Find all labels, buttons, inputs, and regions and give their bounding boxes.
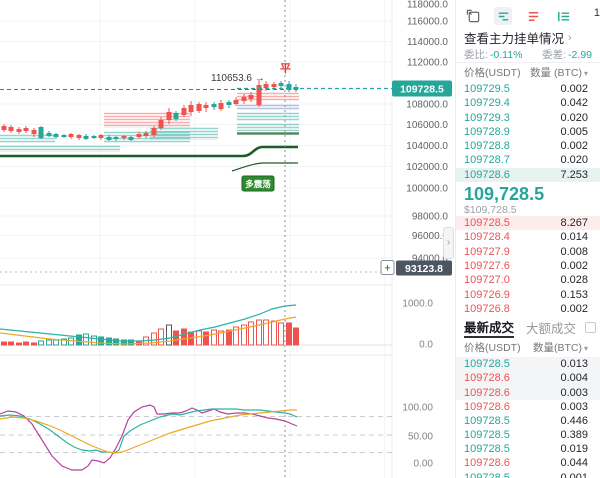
svg-text:108000.0: 108000.0 xyxy=(406,100,448,111)
last-price-block[interactable]: 109,728.5 $109,728.5 xyxy=(456,182,600,216)
weicha-label: 委差: xyxy=(542,49,567,61)
svg-text:102000.0: 102000.0 xyxy=(406,162,448,173)
add-order-plus-button[interactable] xyxy=(380,260,395,275)
bid-row[interactable]: 109727.0 0.028 xyxy=(464,274,588,287)
panel-collapse-handle[interactable]: › xyxy=(443,227,454,259)
svg-text:0.00: 0.00 xyxy=(414,459,434,470)
asks-list: 109729.5 0.002 109729.4 0.042 109729.3 0.020 1… xyxy=(456,82,600,183)
trend-line-thick xyxy=(0,145,298,158)
amount-column-header[interactable]: 数量 (BTC) ▾ xyxy=(530,67,588,79)
ask-row[interactable]: 109728.9 0.005 xyxy=(464,125,588,138)
main-orders-link-label: 查看主力挂单情况 xyxy=(464,32,565,46)
ask-row[interactable]: 109729.4 0.042 xyxy=(464,97,588,110)
trade-row[interactable]: 109728.6 0.003 xyxy=(464,400,588,413)
svg-text:112000.0: 112000.0 xyxy=(407,58,448,69)
trades-header: 价格(USDT) 数量(BTC) ▾ xyxy=(456,338,600,357)
kdj-pane xyxy=(0,404,392,471)
asks-only-icon[interactable] xyxy=(524,7,542,25)
close-position-marker: 平 xyxy=(280,62,291,75)
chevron-down-icon: ▾ xyxy=(583,69,588,78)
svg-text:100.00: 100.00 xyxy=(402,403,433,414)
orderbook-header: 价格(USDT) 数量 (BTC) ▾ xyxy=(456,63,600,82)
kline-chart-svg[interactable]: 118000.0 116000.0 114000.0 112000.0 108000.0… xyxy=(0,0,455,478)
tab-large-trades[interactable]: 大额成交 xyxy=(526,321,577,336)
tab-latest-trades[interactable]: 最新成交 xyxy=(464,316,515,339)
ask-row[interactable]: 109728.8 0.002 xyxy=(464,140,588,153)
page-indicator: 1 xyxy=(593,7,600,19)
trade-row[interactable]: 109728.6 0.003 xyxy=(456,385,600,400)
bids-list: 109728.5 8.267 109728.4 0.014 109727.9 0.008 1… xyxy=(456,216,600,316)
svg-text:93123.8: 93123.8 xyxy=(405,263,443,275)
bid-row[interactable]: 109727.9 0.008 xyxy=(464,245,588,258)
chevron-right-icon: › xyxy=(568,31,572,44)
ask-row[interactable]: 109729.5 0.002 xyxy=(464,83,588,95)
signal-badge: 多震荡 xyxy=(241,175,275,192)
ask-row[interactable]: 109728.6 7.253 xyxy=(456,167,600,183)
bid-row[interactable]: 109728.4 0.014 xyxy=(464,231,588,244)
svg-text:100000.0: 100000.0 xyxy=(406,184,448,195)
svg-text:109728.5: 109728.5 xyxy=(400,83,444,95)
bid-row[interactable]: 109727.6 0.002 xyxy=(464,259,588,272)
bid-row[interactable]: 109728.5 8.267 xyxy=(456,216,600,231)
svg-text:0.0: 0.0 xyxy=(419,340,433,351)
zone-bands xyxy=(0,92,299,152)
order-stats-row: 委比: -0.11% 委差: -2.99 xyxy=(456,47,600,63)
candles xyxy=(1,80,299,141)
high-price-label: 110653.6 → xyxy=(211,73,265,84)
kline-chart-area[interactable]: 118000.0 116000.0 114000.0 112000.0 108000.0… xyxy=(0,0,455,478)
trade-row[interactable]: 109728.5 0.389 xyxy=(464,429,588,442)
svg-text:118000.0: 118000.0 xyxy=(407,0,448,11)
svg-text:116000.0: 116000.0 xyxy=(407,17,448,28)
trade-row[interactable]: 109728.5 0.013 xyxy=(456,357,600,372)
trades-amount-header[interactable]: 数量(BTC) ▾ xyxy=(532,342,588,355)
trade-row[interactable]: 109728.5 0.001 xyxy=(464,471,588,478)
bids-only-icon[interactable] xyxy=(554,7,572,25)
weibi-value: -0.11% xyxy=(489,49,523,61)
svg-text:98000.0: 98000.0 xyxy=(412,212,449,223)
svg-text:多震荡: 多震荡 xyxy=(245,179,271,189)
main-orders-link[interactable]: 查看主力挂单情况 › xyxy=(456,28,600,47)
svg-text:106000.0: 106000.0 xyxy=(406,120,448,131)
svg-text:+: + xyxy=(384,263,390,275)
trade-row[interactable]: 109728.6 0.044 xyxy=(464,457,588,470)
svg-text:114000.0: 114000.0 xyxy=(407,37,448,48)
orderbook-panel: 1 查看主力挂单情况 › 委比: -0.11% 委差: -2.99 价格(USDT)… xyxy=(455,0,600,478)
svg-text:96000.0: 96000.0 xyxy=(412,231,449,242)
svg-text:1000.0: 1000.0 xyxy=(402,299,433,310)
bid-row[interactable]: 109726.9 0.153 xyxy=(464,288,588,301)
chevron-down-icon: ▾ xyxy=(583,344,588,354)
weicha-value: -2.99 xyxy=(568,49,592,61)
trend-line-thin xyxy=(231,162,298,172)
last-price-usd: $109,728.5 xyxy=(464,204,517,217)
trade-row[interactable]: 109728.6 0.004 xyxy=(456,371,600,386)
svg-text:94000.0: 94000.0 xyxy=(412,254,449,265)
last-price-badge: 109728.5 xyxy=(392,80,452,97)
ask-row[interactable]: 109728.7 0.020 xyxy=(464,154,588,167)
orderbook-toolbar: 1 xyxy=(456,0,600,28)
trades-list: 109728.5 0.013 109728.6 0.004 109728.6 0.003 1… xyxy=(456,357,600,478)
trades-price-header: 价格(USDT) xyxy=(464,342,521,355)
crosshair-price-badge: +93123.8 xyxy=(380,260,452,276)
last-price: 109,728.5 xyxy=(464,184,545,205)
svg-text:104000.0: 104000.0 xyxy=(406,141,448,152)
ask-row[interactable]: 109729.3 0.020 xyxy=(464,111,588,124)
pan-switch-icon[interactable] xyxy=(464,7,482,25)
bid-row[interactable]: 109726.8 0.002 xyxy=(464,302,588,315)
svg-text:50.00: 50.00 xyxy=(408,432,433,443)
filter-checkbox[interactable] xyxy=(585,322,596,334)
trades-tabs: 最新成交 大额成交 xyxy=(456,316,600,339)
trade-row[interactable]: 109728.5 0.446 xyxy=(464,414,588,427)
trade-row[interactable]: 109728.5 0.019 xyxy=(464,443,588,456)
weibi-label: 委比: xyxy=(464,49,488,61)
book-both-sides-icon[interactable] xyxy=(494,7,512,25)
volume-pane xyxy=(0,304,392,346)
price-column-header: 价格(USDT) xyxy=(464,67,521,79)
